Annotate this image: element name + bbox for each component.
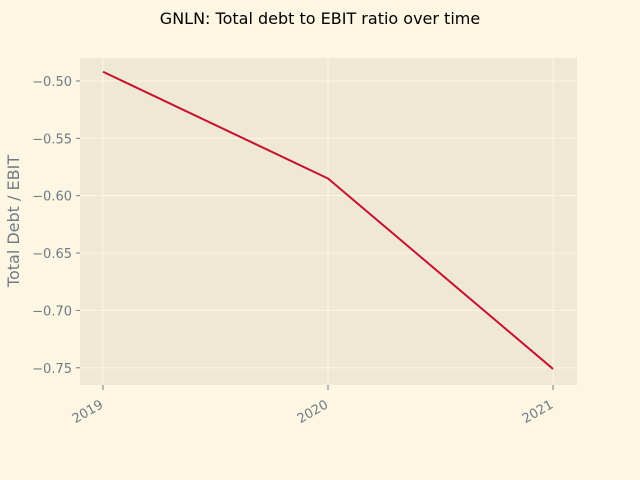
y-tick-label: −0.55 [32, 132, 72, 147]
chart-title: GNLN: Total debt to EBIT ratio over time [160, 9, 480, 28]
y-tick-label: −0.65 [32, 247, 72, 262]
y-axis: −0.50 −0.55 −0.60 −0.65 −0.70 −0.75 [32, 75, 80, 377]
y-tick-label: −0.70 [32, 304, 72, 319]
series-group [102, 70, 554, 370]
x-gridlines [102, 58, 554, 385]
y-tick-label: −0.60 [32, 190, 72, 205]
series-line [102, 70, 554, 370]
y-axis-label: Total Debt / EBIT [4, 155, 23, 288]
y-tick-label: −0.75 [32, 362, 72, 377]
y-tick-label: −0.50 [32, 75, 72, 90]
